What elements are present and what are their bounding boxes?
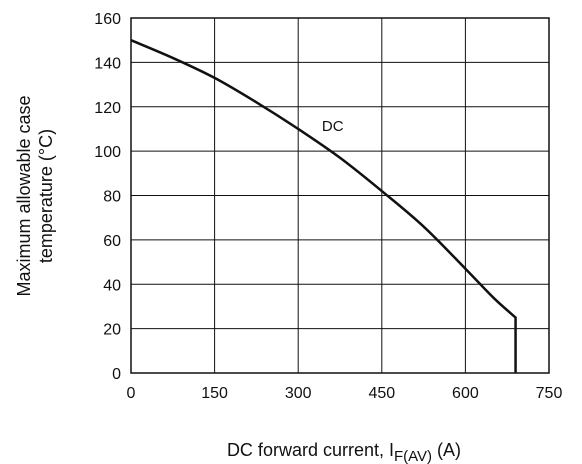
x-tick-label: 750 — [536, 385, 563, 402]
y-tick-label: 140 — [94, 55, 121, 72]
y-tick-label: 100 — [94, 144, 121, 161]
x-axis-label: DC forward current, IF(AV) (A) — [227, 440, 461, 464]
annotations: DC — [322, 118, 344, 135]
y-tick-label: 40 — [103, 277, 121, 294]
y-tick-label: 0 — [112, 366, 121, 383]
y-tick-label: 20 — [103, 322, 121, 339]
x-tick-label: 600 — [452, 385, 479, 402]
series-label-dc: DC — [322, 118, 344, 135]
x-tick-label: 150 — [201, 385, 228, 402]
x-axis-label-main: DC forward current, I — [227, 440, 394, 460]
tick-labels: 0 150 300 450 600 750 0 20 40 60 80 100 120 140 160 — [94, 11, 562, 402]
x-axis-label-subscript: F(AV) — [394, 448, 432, 464]
x-tick-label: 300 — [285, 385, 312, 402]
y-axis-label-line2: temperature (°C) — [36, 129, 56, 263]
grid — [130, 17, 550, 374]
y-tick-label: 80 — [103, 189, 121, 206]
y-tick-label: 160 — [94, 11, 121, 28]
y-axis-label-line1: Maximum allowable case — [14, 95, 34, 296]
y-tick-label: 120 — [94, 100, 121, 117]
y-tick-label: 60 — [103, 233, 121, 250]
series-line-dc — [130, 39, 517, 373]
plot-frame — [130, 17, 550, 374]
x-axis-label-unit: (A) — [432, 440, 461, 460]
series-layer — [130, 39, 517, 373]
x-tick-label: 450 — [368, 385, 395, 402]
x-tick-label: 0 — [127, 385, 136, 402]
